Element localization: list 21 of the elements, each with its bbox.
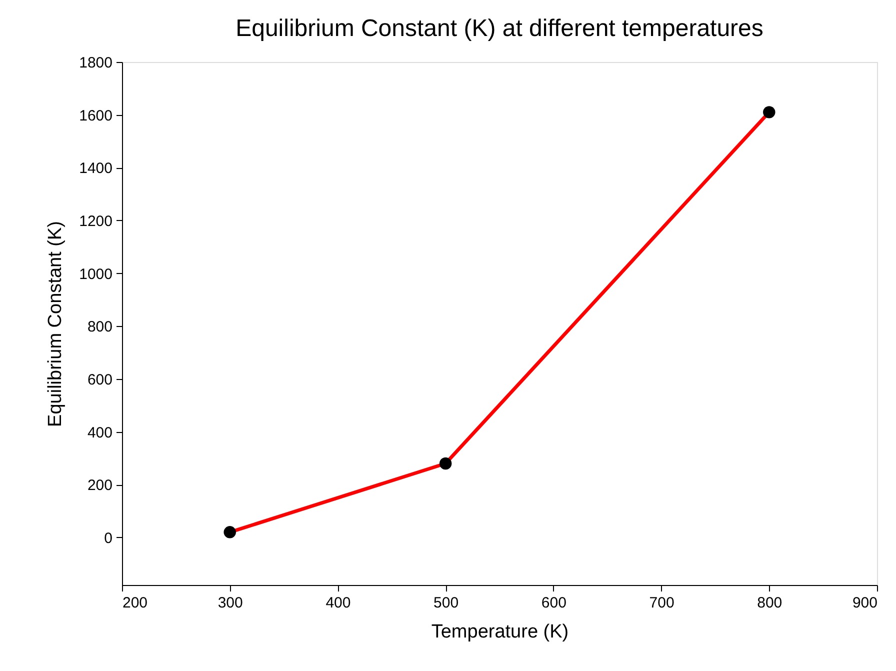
y-axis-title: Equilibrium Constant (K): [45, 221, 66, 427]
x-tick-label: 300: [218, 594, 243, 612]
x-tick-label: 900: [852, 594, 878, 612]
y-tick-label: 1400: [79, 160, 112, 178]
x-tick-label: 400: [326, 594, 351, 612]
x-tick-label: 500: [434, 594, 459, 612]
y-tick-label: 600: [87, 371, 112, 388]
y-tick-label: 1200: [79, 212, 112, 230]
chart-title: Equilibrium Constant (K) at different temperatures: [236, 15, 764, 42]
x-tick-label: 600: [541, 594, 566, 612]
x-tick-label: 200: [122, 594, 148, 612]
x-tick-label: 800: [757, 594, 782, 612]
y-tick-label: 0: [104, 530, 112, 547]
x-axis-title: Temperature (K): [431, 622, 569, 642]
y-tick-label: 400: [87, 424, 112, 442]
y-tick-label: 1800: [79, 54, 112, 72]
y-tick-label: 1600: [79, 107, 112, 124]
y-tick-label: 200: [87, 477, 112, 494]
y-tick-label: 800: [87, 318, 112, 336]
x-tick-label: 700: [649, 594, 674, 612]
y-tick-label: 1000: [79, 266, 112, 283]
